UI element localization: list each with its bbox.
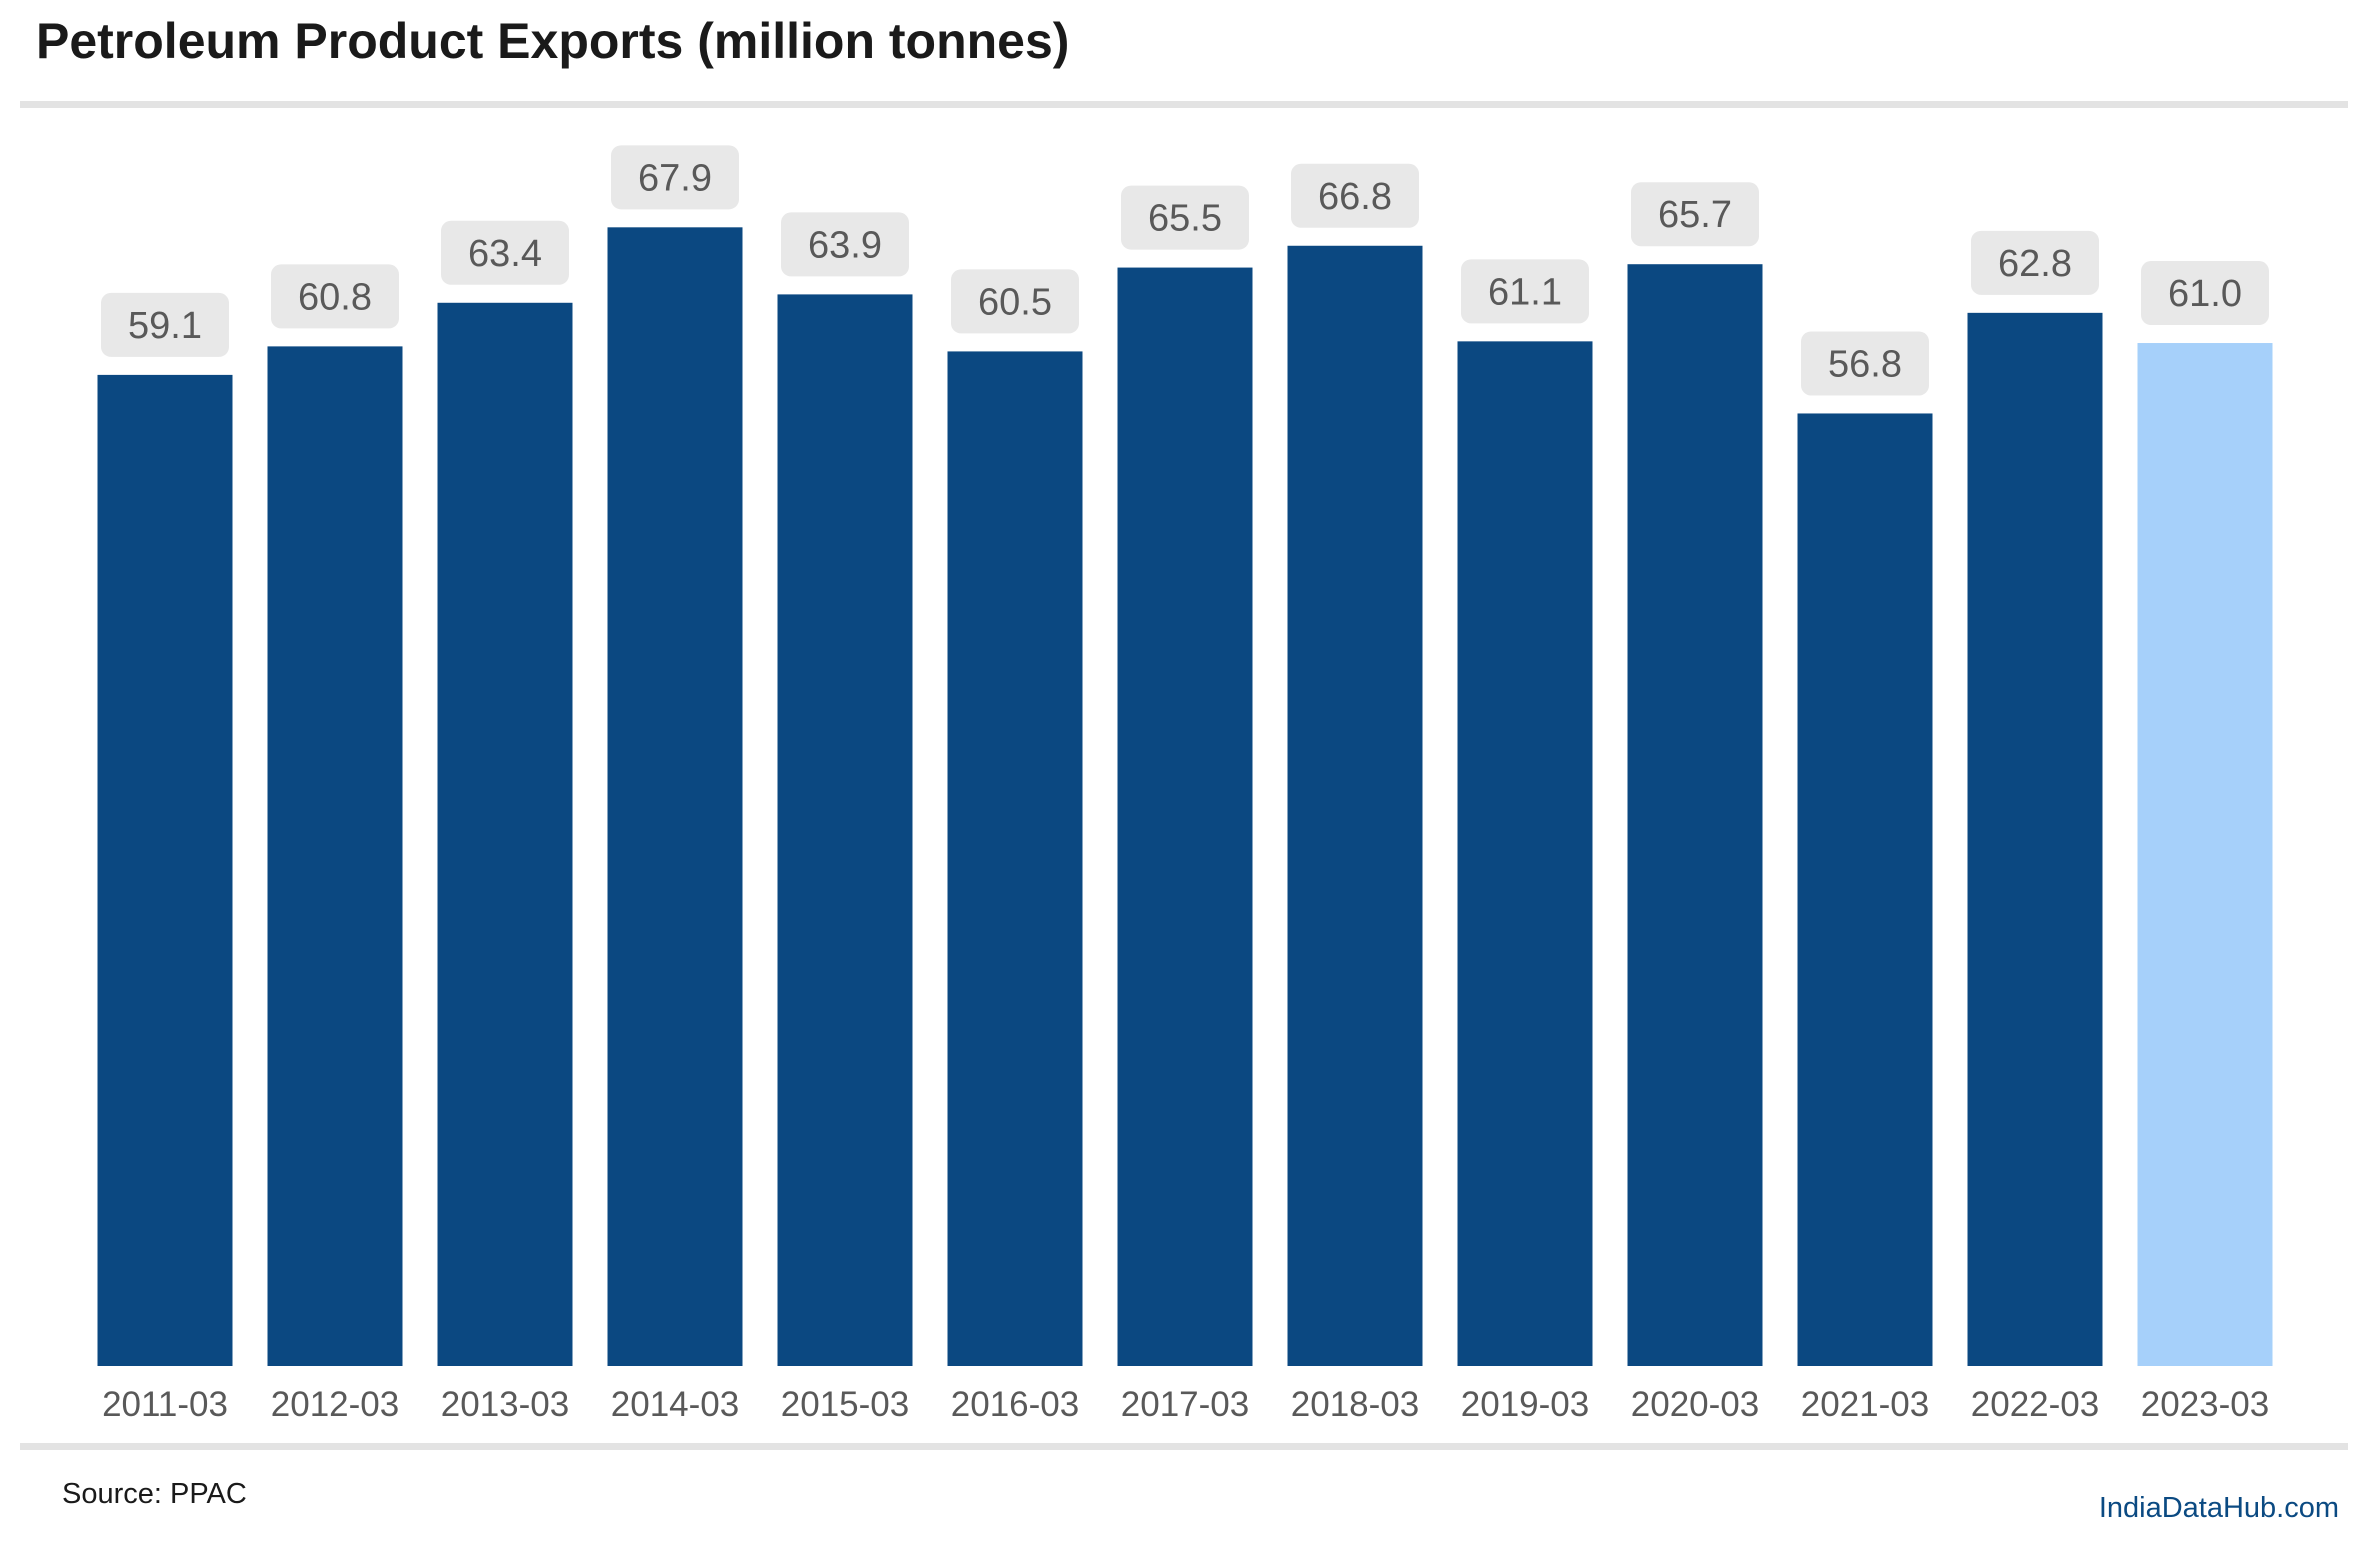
data-label-box: [611, 145, 739, 210]
x-tick-label: 2013-03: [441, 1385, 569, 1424]
bar-2021-03: [1797, 413, 1933, 1366]
bar-2011-03: [97, 374, 233, 1366]
bar-2014-03: [607, 227, 743, 1366]
data-label: 60.5: [978, 281, 1052, 323]
x-tick-label: 2021-03: [1801, 1385, 1929, 1424]
data-label-box: [1801, 331, 1929, 396]
data-label: 60.8: [298, 276, 372, 318]
data-label-box: [2141, 261, 2269, 326]
data-label-box: [441, 220, 569, 285]
source-note: Source: PPAC: [62, 1478, 247, 1510]
data-label-box: [1971, 230, 2099, 295]
data-label-box: [1631, 182, 1759, 247]
data-label: 56.8: [1828, 343, 1902, 385]
data-label: 67.9: [638, 157, 712, 199]
data-label: 62.8: [1998, 243, 2072, 285]
x-tick-label: 2017-03: [1121, 1385, 1249, 1424]
data-label-box: [781, 212, 909, 277]
data-label: 61.1: [1488, 271, 1562, 313]
bar-2016-03: [947, 351, 1083, 1366]
data-label-box: [271, 264, 399, 329]
data-label-box: [951, 269, 1079, 334]
x-tick-label: 2014-03: [611, 1385, 739, 1424]
brand-link[interactable]: IndiaDataHub.com: [2098, 1492, 2339, 1524]
data-label: 63.4: [468, 233, 542, 275]
data-label: 63.9: [808, 224, 882, 266]
bar-2012-03: [267, 346, 403, 1366]
bar-2013-03: [437, 302, 573, 1367]
bar-2023-03: [2137, 343, 2273, 1366]
bar-2019-03: [1457, 341, 1593, 1366]
x-tick-label: 2011-03: [102, 1385, 228, 1424]
x-tick-label: 2015-03: [781, 1385, 909, 1424]
data-label: 59.1: [128, 305, 202, 347]
x-tick-label: 2019-03: [1461, 1385, 1589, 1424]
data-label: 61.0: [2168, 273, 2242, 315]
data-label-box: [1461, 259, 1589, 324]
bar-2015-03: [777, 294, 913, 1367]
chart-title: Petroleum Product Exports (million tonne…: [36, 13, 1070, 69]
x-tick-label: 2020-03: [1631, 1385, 1759, 1424]
data-label-box: [101, 292, 229, 357]
x-tick-label: 2022-03: [1971, 1385, 2099, 1424]
data-label: 65.7: [1658, 194, 1732, 236]
data-label: 65.5: [1148, 198, 1222, 240]
data-label-box: [1121, 185, 1249, 250]
x-tick-label: 2012-03: [271, 1385, 399, 1424]
top-divider: [20, 101, 2348, 108]
bar-2017-03: [1117, 267, 1253, 1367]
x-tick-label: 2023-03: [2141, 1385, 2269, 1424]
bar-2020-03: [1627, 264, 1763, 1367]
x-tick-label: 2018-03: [1291, 1385, 1419, 1424]
bottom-divider: [20, 1443, 2348, 1450]
x-tick-label: 2016-03: [951, 1385, 1079, 1424]
data-label: 66.8: [1318, 176, 1392, 218]
bar-2022-03: [1967, 312, 2103, 1366]
bar-2018-03: [1287, 245, 1423, 1366]
data-label-box: [1291, 163, 1419, 228]
